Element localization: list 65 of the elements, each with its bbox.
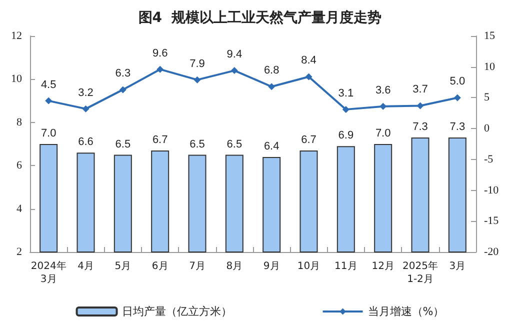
y-tick-label: 12 <box>11 30 22 42</box>
x-tick-label: 9月 <box>263 261 280 272</box>
data-label: 7.0 <box>40 128 56 140</box>
y-tick-label: 4 <box>16 202 22 215</box>
data-label: 9.6 <box>152 47 168 60</box>
data-label: 6.5 <box>115 138 131 150</box>
data-label: 3.7 <box>412 84 428 96</box>
data-label: 6.3 <box>115 68 131 80</box>
point <box>454 94 461 102</box>
data-label: 5.0 <box>450 76 466 88</box>
legend-label: 当月增速（%） <box>368 305 444 318</box>
data-label: 7.3 <box>412 121 428 134</box>
point <box>305 73 312 80</box>
point <box>119 86 126 94</box>
data-label: 7.3 <box>450 121 466 134</box>
point <box>268 83 276 90</box>
point <box>380 102 387 110</box>
y2-tick-label: -20 <box>484 246 500 258</box>
data-label: 6.9 <box>338 130 354 142</box>
point <box>342 106 350 113</box>
data-label: 3.6 <box>375 84 391 96</box>
data-label: 7.0 <box>375 128 391 140</box>
data-label: 3.1 <box>338 87 354 100</box>
y-tick-label: 8 <box>16 116 22 128</box>
y-tick-label: 2 <box>16 246 22 258</box>
chart-title: 图4 规模以上工业天然气产量月度走势 <box>138 9 382 26</box>
x-tick-label: 11月 <box>334 261 358 272</box>
data-label: 8.4 <box>301 54 316 67</box>
data-label: 9.4 <box>226 48 242 61</box>
y2-tick-label: 10 <box>484 60 496 73</box>
data-label: 6.8 <box>264 64 280 77</box>
x-tick-label: 7月 <box>189 261 206 272</box>
data-label: 6.7 <box>152 134 168 146</box>
point <box>194 76 201 84</box>
point <box>156 66 164 73</box>
x-tick-label: 6月 <box>152 261 168 272</box>
data-label: 4.5 <box>40 78 56 91</box>
data-label: 6.4 <box>264 140 280 152</box>
x-tick-label: 8月 <box>226 261 243 272</box>
x-tick-label: 2024年 3月 <box>30 260 66 285</box>
x-tick-label: 10月 <box>297 261 320 272</box>
x-tick-label: 2025年 1-2月 <box>402 260 438 285</box>
data-label: 3.2 <box>78 86 94 99</box>
point <box>82 105 90 112</box>
x-tick-label: 4月 <box>78 261 94 272</box>
point <box>230 67 238 74</box>
point <box>416 102 424 110</box>
y2-tick-label: -15 <box>484 215 500 228</box>
data-label: 6.5 <box>190 138 205 150</box>
y2-tick-label: 5 <box>484 92 490 104</box>
data-label: 6.5 <box>226 138 242 150</box>
y2-tick-label: -5 <box>484 153 494 166</box>
x-tick-label: 3月 <box>449 261 466 272</box>
y2-tick-label: -10 <box>484 184 500 196</box>
y2-tick-label: 15 <box>484 30 496 42</box>
legend-label: 日均产量（亿立方米） <box>122 305 232 318</box>
x-tick-label: 12月 <box>372 261 394 272</box>
y-tick-label: 6 <box>16 160 22 172</box>
x-tick-label: 5月 <box>114 261 132 272</box>
data-label: 6.6 <box>78 136 94 148</box>
point <box>45 97 52 104</box>
y-tick-label: 10 <box>11 73 22 86</box>
y2-tick-label: 0 <box>484 122 490 135</box>
data-label: 7.9 <box>190 58 205 70</box>
data-label: 6.7 <box>301 134 316 146</box>
